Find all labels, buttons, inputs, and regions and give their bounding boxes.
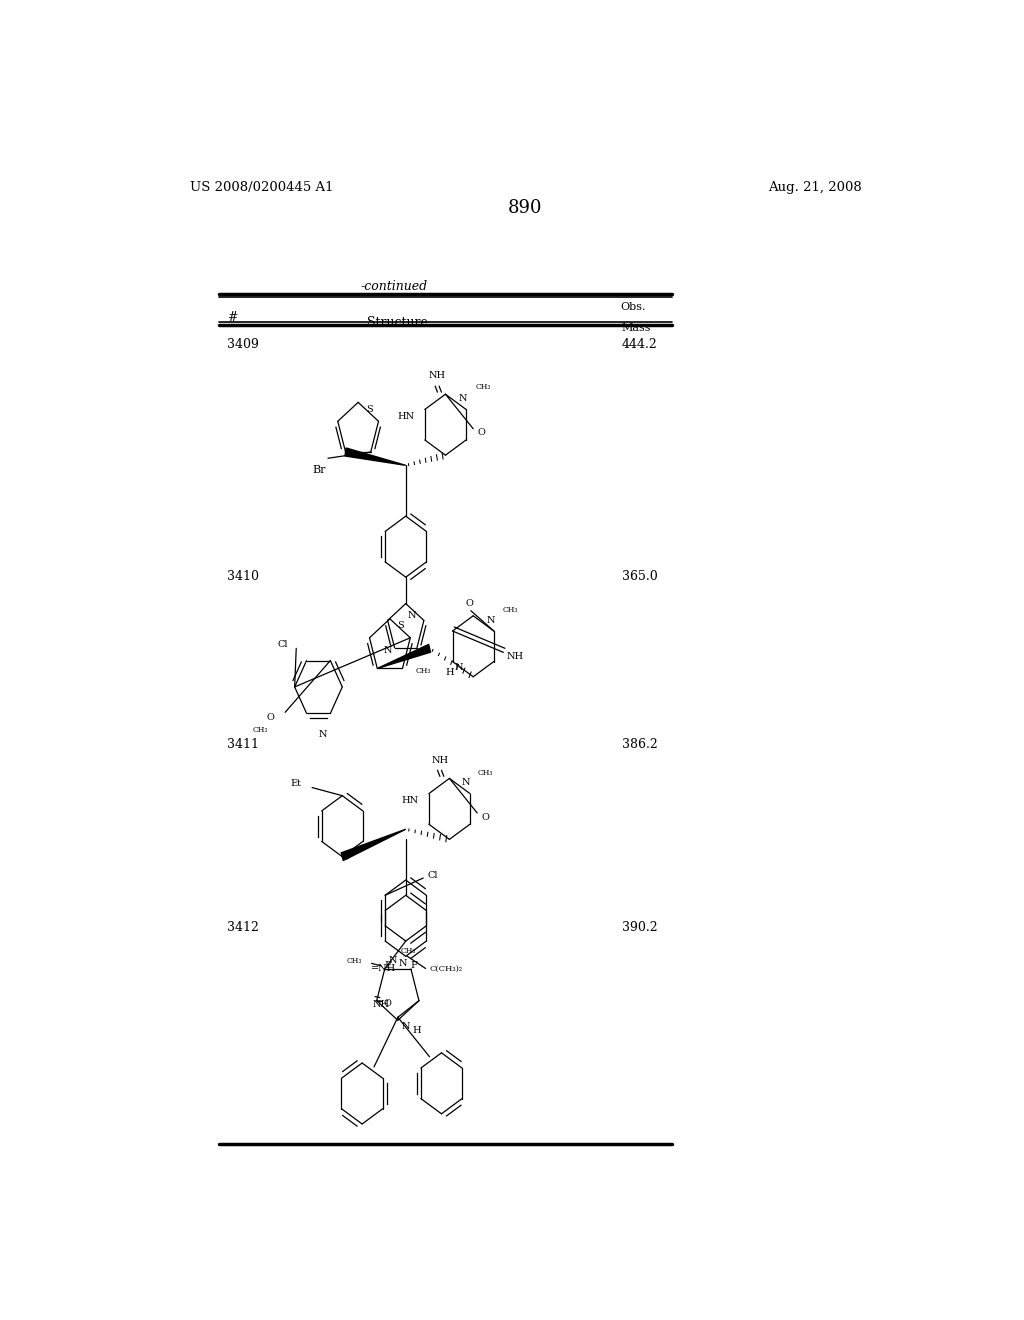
- Text: N: N: [486, 616, 495, 624]
- Text: N: N: [462, 779, 470, 788]
- Text: #: #: [227, 312, 238, 323]
- Text: CH₃: CH₃: [477, 768, 493, 776]
- Text: N: N: [384, 645, 392, 655]
- Text: O: O: [267, 713, 274, 722]
- Text: CH₃: CH₃: [400, 946, 416, 954]
- Text: Et: Et: [290, 779, 301, 788]
- Polygon shape: [377, 644, 430, 668]
- Text: N: N: [459, 395, 467, 404]
- Text: 890: 890: [508, 199, 542, 216]
- Text: Mass: Mass: [622, 323, 651, 333]
- Text: =NH: =NH: [372, 965, 396, 973]
- Text: Structure: Structure: [368, 315, 428, 329]
- Text: N: N: [318, 730, 327, 739]
- Text: CH₃: CH₃: [416, 667, 431, 675]
- Text: CH₃: CH₃: [347, 957, 362, 965]
- Text: CH₃: CH₃: [253, 726, 268, 734]
- Text: NH: NH: [429, 371, 446, 380]
- Text: N: N: [401, 1022, 411, 1031]
- Text: N: N: [398, 960, 407, 969]
- Text: -continued: -continued: [360, 280, 427, 293]
- Text: N: N: [455, 663, 463, 672]
- Text: Br: Br: [312, 466, 326, 475]
- Text: N: N: [389, 956, 397, 965]
- Text: 3410: 3410: [227, 570, 259, 583]
- Text: N: N: [408, 611, 417, 620]
- Text: US 2008/0200445 A1: US 2008/0200445 A1: [189, 181, 334, 194]
- Text: O: O: [465, 599, 473, 609]
- Text: O: O: [481, 813, 489, 821]
- Text: 390.2: 390.2: [622, 921, 657, 933]
- Text: F: F: [411, 961, 418, 970]
- Text: 386.2: 386.2: [622, 738, 657, 751]
- Text: 3409: 3409: [227, 338, 259, 351]
- Text: H: H: [445, 668, 454, 677]
- Text: C(CH₃)₂: C(CH₃)₂: [430, 965, 463, 973]
- Text: CH₃: CH₃: [502, 606, 517, 614]
- Polygon shape: [341, 829, 406, 861]
- Text: CH₃: CH₃: [476, 383, 492, 391]
- Text: O: O: [383, 999, 391, 1008]
- Text: HN: HN: [401, 796, 418, 805]
- Text: S: S: [397, 622, 404, 631]
- Text: 365.0: 365.0: [622, 570, 657, 583]
- Text: 3411: 3411: [227, 738, 259, 751]
- Text: NH: NH: [507, 652, 523, 661]
- Text: NH: NH: [431, 755, 449, 764]
- Text: 3412: 3412: [227, 921, 259, 933]
- Polygon shape: [345, 447, 406, 466]
- Text: S: S: [366, 405, 373, 414]
- Text: 444.2: 444.2: [622, 338, 657, 351]
- Text: HN: HN: [397, 412, 415, 421]
- Text: NH: NH: [373, 1001, 389, 1010]
- Text: H: H: [412, 1026, 421, 1035]
- Text: Cl: Cl: [278, 640, 289, 648]
- Text: O: O: [477, 428, 485, 437]
- Text: Aug. 21, 2008: Aug. 21, 2008: [768, 181, 862, 194]
- Text: Obs.: Obs.: [620, 302, 645, 312]
- Text: F: F: [385, 961, 391, 970]
- Text: Cl: Cl: [428, 871, 438, 880]
